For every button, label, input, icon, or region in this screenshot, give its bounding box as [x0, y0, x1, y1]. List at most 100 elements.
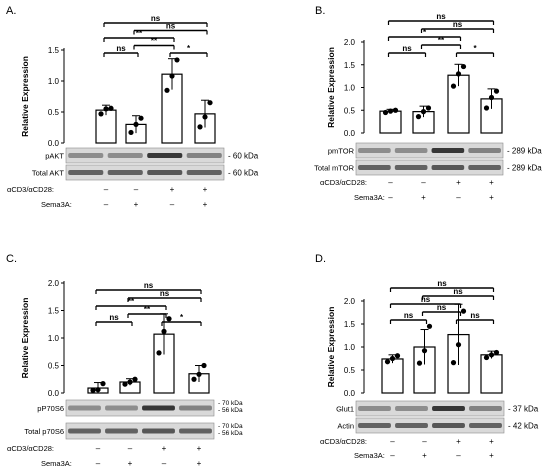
significance-label: ns [166, 22, 176, 31]
significance-label: ns [470, 311, 480, 320]
blot-band [179, 405, 212, 411]
blot-band [68, 405, 101, 411]
treatment-sign: – [388, 178, 393, 187]
blot-label: Total AKT [32, 169, 65, 178]
treatment-sign: – [456, 193, 461, 202]
blot-label: pmTOR [328, 147, 355, 156]
significance-label: ns [402, 44, 412, 53]
blot-label: Glut1 [336, 405, 354, 414]
data-point [483, 105, 490, 111]
data-point [488, 352, 495, 358]
treatment-label: αCD3/αCD28: [320, 178, 367, 187]
data-point [425, 105, 432, 111]
kda-marker: - 289 kDa [507, 164, 542, 173]
data-point [132, 376, 138, 382]
bar [379, 110, 402, 134]
significance-label: ** [151, 37, 158, 46]
data-point [207, 100, 213, 106]
data-point [166, 316, 172, 322]
y-tick-label: 1.5 [48, 307, 60, 316]
blot-strip [65, 399, 215, 417]
treatment-sign: – [170, 200, 175, 209]
data-point [420, 109, 427, 115]
blot-band [147, 153, 183, 158]
blot-label: pAKT [45, 152, 64, 161]
treatment-label: Sema3A: [354, 451, 385, 460]
panel-label: C. [6, 253, 17, 265]
data-point [161, 328, 167, 334]
significance-label: ns [160, 289, 170, 298]
blot-band [395, 406, 428, 411]
data-point [389, 355, 396, 362]
y-axis-title: Relative Expression [20, 298, 30, 379]
blot-band [431, 148, 465, 153]
data-point [421, 348, 428, 354]
kda-marker: - 70 kDa [218, 423, 243, 430]
significance-label: * [423, 28, 427, 37]
blot-band [68, 153, 104, 158]
blot-strip [355, 400, 505, 417]
treatment-sign: – [390, 437, 395, 446]
treatment-sign: + [421, 193, 426, 202]
blot-band [394, 148, 428, 153]
blot-band [147, 170, 183, 175]
significance-label: ns [453, 287, 463, 296]
significance-label: ns [437, 303, 447, 312]
blot-label: Total mTOR [314, 164, 354, 173]
treatment-sign: + [203, 200, 208, 209]
significance-label: ** [136, 29, 143, 38]
y-tick-label: 1.5 [344, 320, 356, 329]
y-tick-label: 1.5 [344, 61, 356, 70]
significance-label: * [180, 313, 184, 322]
data-point [202, 114, 208, 120]
blot-band [395, 423, 428, 428]
treatment-label: αCD3/αCD28: [7, 444, 54, 453]
data-point [493, 349, 500, 356]
data-point [103, 106, 109, 112]
treatment-sign: – [421, 178, 426, 187]
treatment-sign: + [456, 178, 461, 187]
treatment-sign: + [170, 185, 175, 194]
significance-label: * [473, 44, 477, 53]
treatment-sign: + [422, 451, 427, 460]
y-tick-label: 1.0 [344, 84, 356, 93]
treatment-sign: + [197, 444, 202, 453]
y-tick-label: 0.5 [344, 366, 356, 375]
blot-band [469, 423, 502, 428]
significance-label: ** [438, 36, 445, 45]
blot-band [469, 406, 502, 411]
y-tick-label: 0.5 [48, 362, 60, 371]
blot-band [179, 428, 212, 434]
y-tick-label: 1.5 [48, 46, 60, 55]
treatment-sign: – [134, 185, 139, 194]
significance-label: ns [109, 313, 119, 322]
treatment-sign: + [489, 178, 494, 187]
blot-band [142, 405, 175, 411]
blot-band [358, 148, 391, 153]
bar [480, 354, 503, 394]
data-point [169, 73, 175, 79]
data-point [108, 105, 114, 111]
blot-band [468, 148, 501, 153]
data-point [100, 381, 106, 387]
data-point [392, 107, 399, 113]
panel-label: B. [315, 5, 325, 17]
blot-band [358, 406, 391, 411]
blot-band [394, 165, 428, 170]
treatment-sign: – [96, 444, 101, 453]
blot-band [68, 170, 104, 175]
data-point [196, 371, 202, 377]
kda-marker: - 56 kDa [218, 430, 243, 437]
data-point [455, 342, 462, 348]
y-tick-label: 0.0 [48, 139, 60, 148]
blot-band [358, 165, 391, 170]
data-point [493, 88, 500, 94]
data-point [415, 114, 422, 120]
treatment-sign: – [390, 451, 395, 460]
treatment-label: αCD3/αCD28: [7, 185, 54, 194]
blot-band [105, 428, 138, 434]
treatment-sign: + [162, 444, 167, 453]
blot-strip [355, 159, 504, 176]
data-point [483, 354, 490, 361]
